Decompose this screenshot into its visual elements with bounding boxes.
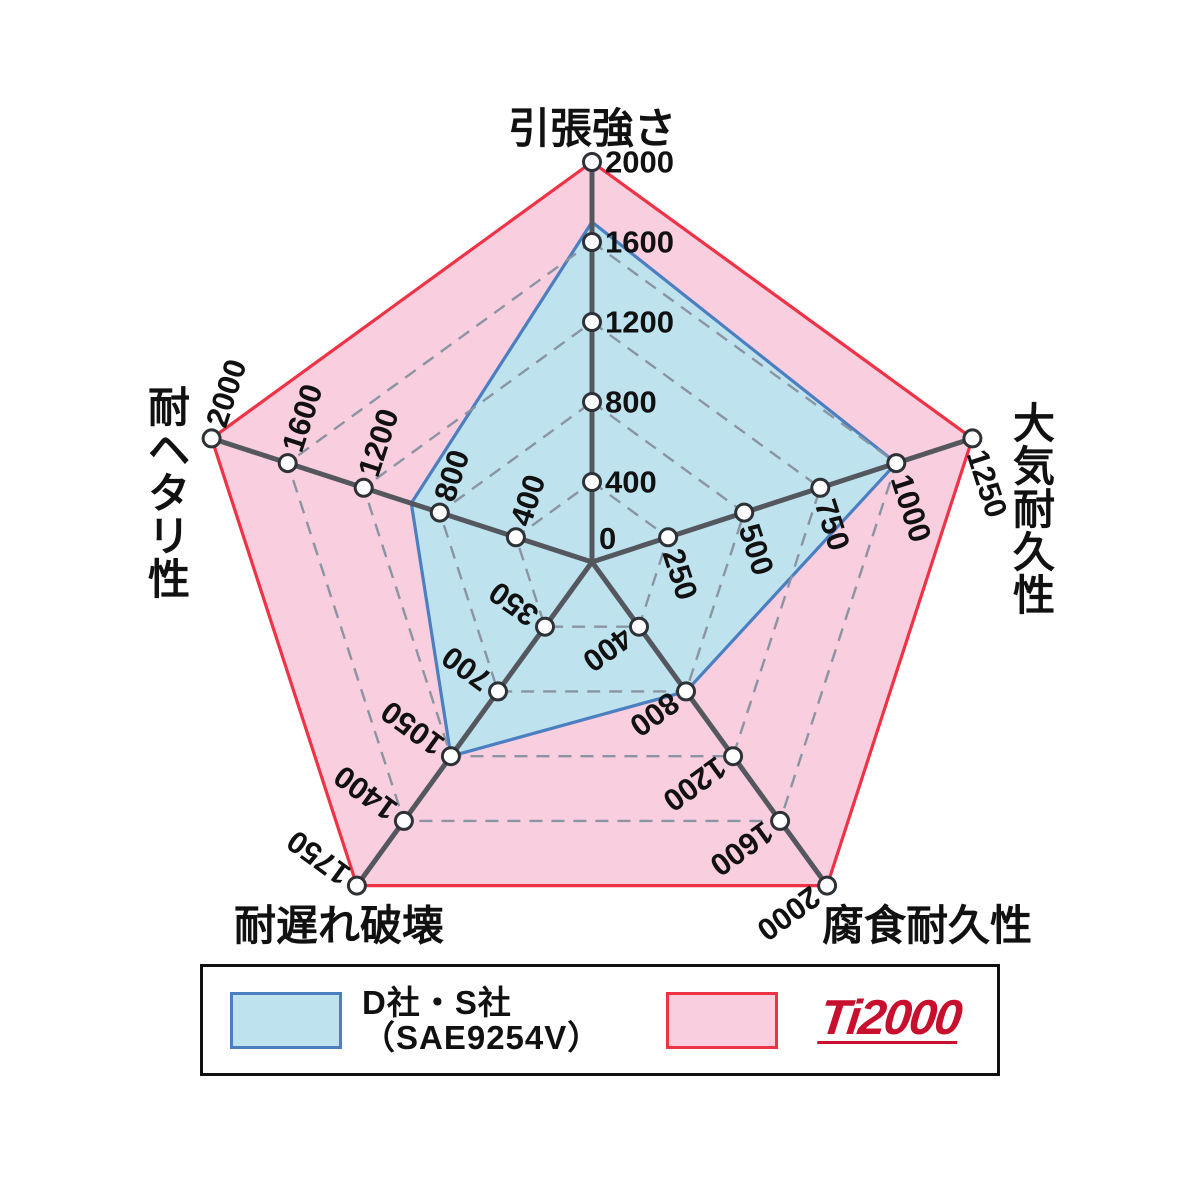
tick-label: 2000 — [605, 145, 674, 180]
axis-title: 耐遅れ破壊 — [234, 902, 444, 949]
axis-title: 引張強さ — [508, 105, 676, 152]
tick-marker — [810, 477, 831, 498]
tick-marker — [535, 616, 555, 637]
tick-marker — [429, 502, 450, 523]
tick-marker — [582, 312, 602, 332]
ti2000-logo-text: Ti2000 — [816, 990, 964, 1045]
tick-marker — [582, 392, 602, 412]
axis-lines — [210, 162, 974, 888]
legend-label-d-company: D社・S社 （SAE9254V） — [362, 985, 632, 1055]
legend-label-line1: D社・S社 — [362, 984, 512, 1021]
tick-label: 800 — [605, 385, 657, 420]
tick-label: 1250 — [960, 445, 1015, 521]
grid-ring — [438, 400, 746, 693]
legend-swatch-d-company — [230, 991, 342, 1049]
tick-markers — [201, 152, 983, 896]
axis-title: 腐食耐久性 — [822, 902, 1032, 949]
tick-marker — [353, 477, 374, 498]
axis-line — [591, 436, 974, 565]
grid-ring — [362, 320, 822, 758]
tick-marker — [440, 746, 461, 767]
grid-ring — [514, 480, 670, 628]
tick-marker — [277, 453, 298, 474]
tick-marker — [770, 810, 791, 831]
tick-marker — [582, 232, 602, 252]
series-d-company-area — [409, 220, 898, 758]
axis-line — [589, 560, 830, 888]
tick-label: 400 — [605, 465, 657, 500]
tick-label: 2000 — [751, 879, 827, 948]
legend: D社・S社 （SAE9254V） Ti2000 — [200, 964, 1000, 1076]
tick-marker — [582, 472, 602, 492]
axis-line — [354, 560, 595, 888]
grid-ring — [286, 240, 898, 823]
axis-line — [210, 436, 593, 565]
legend-swatch-ti2000 — [666, 991, 778, 1049]
tick-marker — [962, 428, 983, 449]
tick-marker — [734, 502, 755, 523]
tick-label: 1600 — [605, 225, 674, 260]
axis-title: 大気耐久性 — [1013, 400, 1055, 619]
tick-marker — [582, 152, 602, 172]
tick-marker — [817, 875, 838, 896]
axis-title: 耐ヘタリ性 — [148, 384, 190, 603]
tick-marker — [346, 875, 367, 896]
legend-label-line2: （SAE9254V） — [362, 1019, 602, 1056]
tick-marker — [488, 681, 508, 702]
tick-marker — [505, 527, 526, 548]
tick-marker — [393, 810, 414, 831]
grid-rings — [286, 240, 898, 823]
tick-marker — [201, 428, 222, 449]
tick-marker — [676, 681, 696, 702]
tick-label: 1200 — [605, 305, 674, 340]
center-zero-label: 0 — [599, 521, 616, 556]
tick-marker — [629, 616, 649, 637]
ti2000-logo: Ti2000 — [816, 990, 964, 1045]
tick-marker — [658, 527, 679, 548]
tick-marker — [723, 746, 744, 767]
tick-marker — [886, 453, 907, 474]
